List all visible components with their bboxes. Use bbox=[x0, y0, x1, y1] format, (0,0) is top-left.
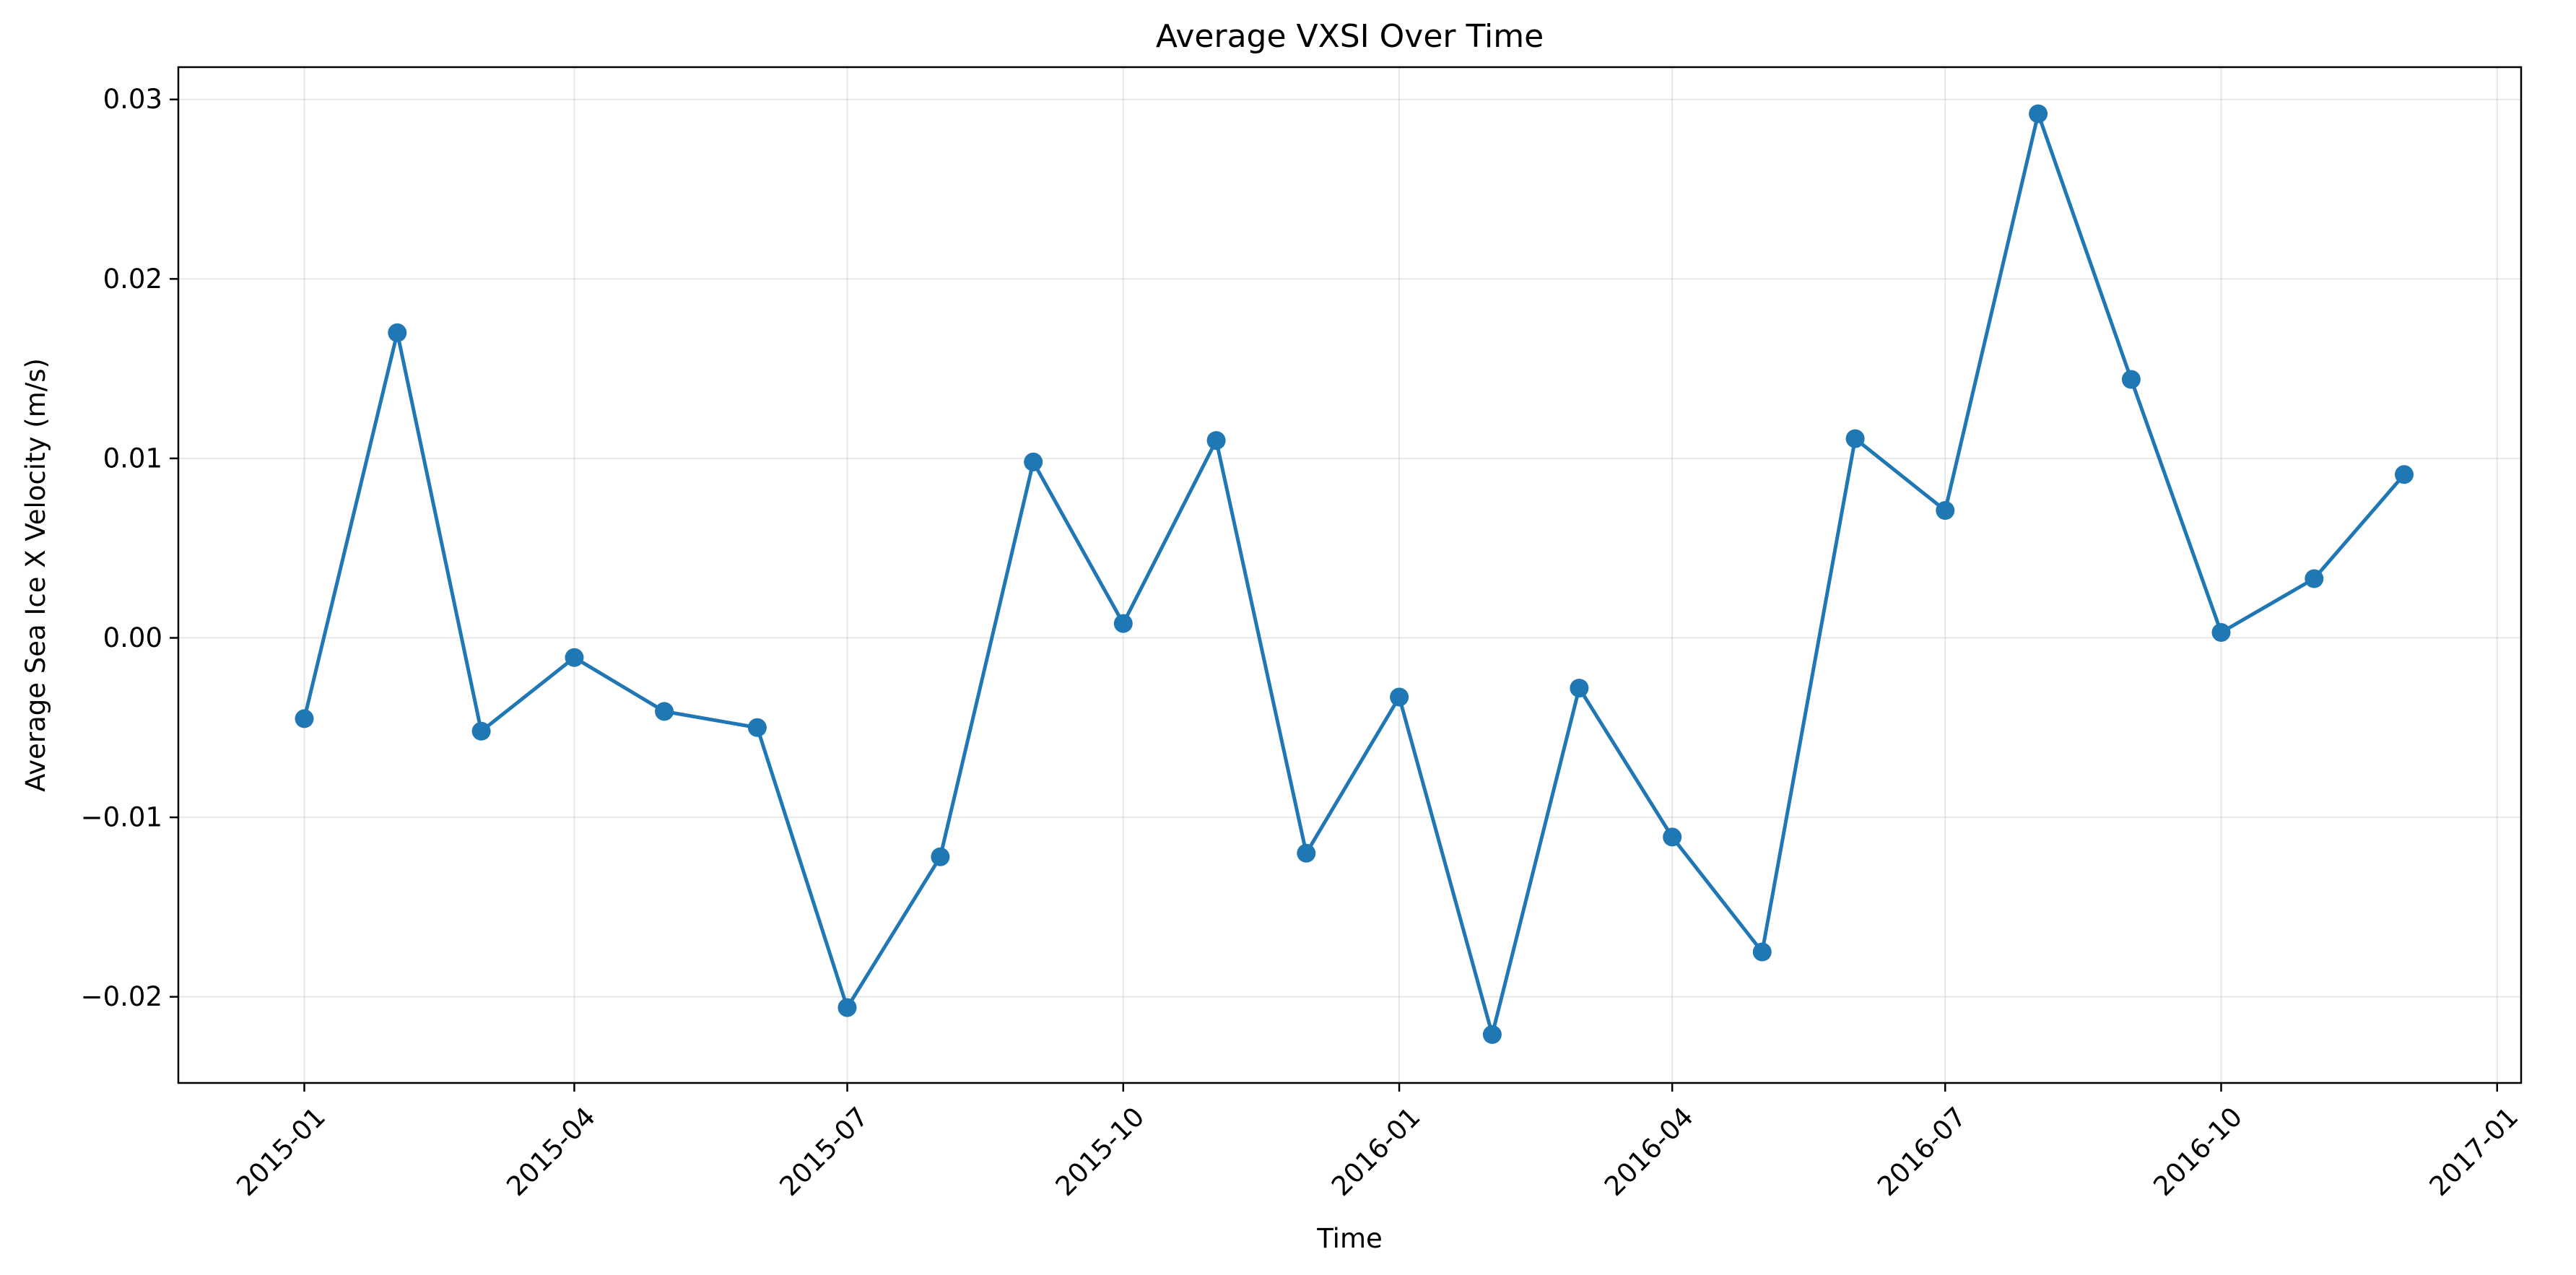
data-point bbox=[1113, 614, 1133, 633]
y-axis-label: Average Sea Ice X Velocity (m/s) bbox=[20, 358, 51, 792]
data-point bbox=[1390, 687, 1409, 707]
data-point bbox=[2211, 623, 2231, 642]
series-line bbox=[303, 112, 2406, 1037]
y-tick-label: −0.01 bbox=[81, 802, 162, 833]
data-point bbox=[1482, 1024, 1502, 1044]
plot-frame bbox=[177, 66, 2523, 1084]
data-point bbox=[2305, 569, 2324, 588]
data-point bbox=[1752, 942, 1772, 962]
data-point bbox=[295, 709, 314, 728]
data-point bbox=[1663, 827, 1682, 847]
data-point bbox=[1024, 452, 1043, 471]
grid-lines bbox=[178, 67, 2521, 1083]
data-point bbox=[655, 702, 674, 721]
data-point bbox=[1206, 431, 1226, 451]
data-point bbox=[1570, 679, 1589, 698]
data-point bbox=[1936, 501, 1955, 520]
data-point bbox=[747, 718, 767, 737]
data-point bbox=[2395, 465, 2414, 484]
data-point bbox=[2029, 104, 2048, 123]
data-series bbox=[295, 104, 2414, 1044]
y-tick-label: −0.02 bbox=[81, 981, 162, 1012]
y-tick-label: 0.02 bbox=[103, 264, 162, 295]
data-point bbox=[1845, 429, 1865, 448]
x-axis-label: Time bbox=[1316, 1223, 1383, 1254]
data-point bbox=[2121, 370, 2141, 389]
data-point bbox=[837, 998, 857, 1017]
data-point bbox=[931, 847, 950, 866]
data-point bbox=[1297, 843, 1316, 863]
y-tick-label: 0.00 bbox=[103, 622, 162, 653]
data-point bbox=[388, 323, 407, 342]
data-point bbox=[565, 648, 584, 667]
y-tick-label: 0.03 bbox=[103, 84, 162, 115]
y-tick-label: 0.01 bbox=[103, 443, 162, 474]
chart-title: Average VXSI Over Time bbox=[1156, 18, 1544, 55]
data-point bbox=[471, 721, 491, 741]
